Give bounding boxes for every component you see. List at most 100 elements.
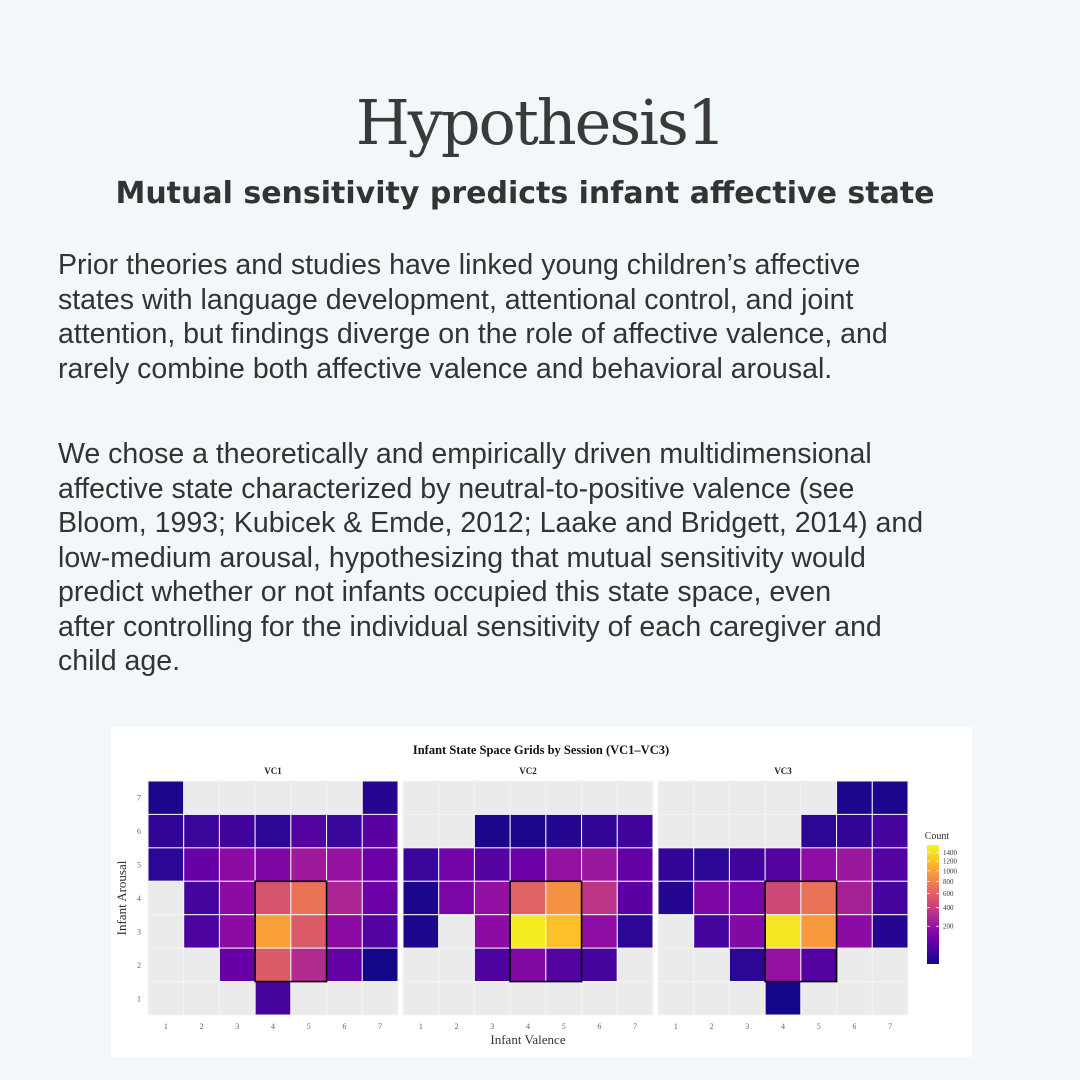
heatmap-cell: [616, 914, 654, 949]
heatmap-cell: [254, 813, 292, 849]
heatmap-cell: [836, 947, 873, 983]
heatmap-cell: [871, 880, 909, 916]
heatmap-cell: [764, 880, 802, 916]
legend-title: Count: [925, 831, 950, 842]
heatmap-cell: [764, 947, 802, 983]
legend-tick-label: 600: [943, 890, 954, 898]
heatmap-cell: [402, 914, 440, 949]
heatmap-cell: [581, 914, 618, 949]
y-tick-label: 3: [137, 927, 141, 936]
heatmap-cell: [657, 947, 695, 983]
heatmap-cell: [402, 780, 440, 815]
x-tick-label: 1: [164, 1022, 168, 1031]
x-tick-label: 3: [745, 1022, 749, 1031]
heatmap-cell: [183, 880, 220, 916]
heatmap-cell: [836, 880, 873, 916]
heatmap-cell: [218, 981, 256, 1016]
heatmap-cell: [509, 813, 547, 849]
heatmap-cell: [183, 813, 220, 849]
heatmap-cell: [183, 847, 220, 882]
x-tick-label: 6: [852, 1022, 856, 1031]
y-tick-label: 5: [137, 861, 141, 870]
heatmap-cell: [183, 981, 220, 1016]
heatmap-cell: [473, 981, 511, 1016]
text-line: rarely combine both affective valence an…: [58, 352, 833, 385]
heatmap-cell: [290, 981, 328, 1016]
heatmap-cell: [290, 813, 328, 849]
heatmap-cell: [693, 981, 730, 1016]
heatmap-cell: [509, 914, 547, 949]
page-subtitle: Mutual sensitivity predicts infant affec…: [115, 176, 935, 211]
heatmap-cell: [693, 914, 730, 949]
heatmap-cell: [764, 914, 802, 949]
x-tick-label: 4: [271, 1022, 275, 1031]
heatmap-cell: [509, 847, 547, 882]
heatmap-cell: [764, 981, 802, 1016]
x-tick-label: 2: [710, 1022, 714, 1031]
heatmap-cell: [473, 914, 511, 949]
heatmap-cell: [438, 914, 475, 949]
heatmap-cell: [147, 947, 185, 983]
target-region-box: [764, 880, 838, 983]
heatmap-cell: [326, 914, 363, 949]
heatmap-cell: [361, 813, 399, 849]
x-tick-label: 4: [526, 1022, 530, 1031]
text-line: We chose a theoretically and empirically…: [58, 438, 872, 470]
x-tick-label: 7: [378, 1022, 382, 1031]
legend-tick-label: 200: [943, 923, 954, 931]
heatmap-cell: [473, 947, 511, 983]
heatmap-cell: [545, 880, 583, 916]
state-space-grid-chart: Infant State Space Grids by Session (VC1…: [111, 727, 972, 1057]
heatmap-cell: [728, 947, 766, 983]
heatmap-cell: [326, 880, 363, 916]
heatmap-cell: [218, 880, 256, 916]
heatmap-cell: [147, 813, 185, 849]
heatmap-cell: [616, 847, 654, 882]
heatmap-cell: [254, 847, 292, 882]
heatmap-cell: [402, 880, 440, 916]
heatmap-cell: [545, 914, 583, 949]
heatmap-cell: [183, 947, 220, 983]
heatmap-cell: [402, 847, 440, 882]
heatmap-cell: [657, 880, 695, 916]
text-line: affective state characterized by neutral…: [58, 472, 855, 505]
heatmap-cell: [361, 947, 399, 983]
heatmap-cell: [728, 813, 766, 849]
heatmap-cell: [545, 780, 583, 815]
heatmap-cell: [764, 813, 802, 849]
heatmap-cell: [581, 813, 618, 849]
heatmap-cell: [693, 813, 730, 849]
y-tick-label: 6: [137, 827, 141, 836]
text-line: Prior theories and studies have linked y…: [58, 249, 861, 281]
heatmap-cell: [871, 947, 909, 983]
heatmap-cell: [657, 981, 695, 1016]
heatmap-cell: [800, 914, 838, 949]
heatmap-cell: [254, 981, 292, 1016]
x-tick-label: 5: [562, 1022, 566, 1031]
heatmap-cell: [438, 813, 475, 849]
heatmap-cell: [871, 780, 909, 815]
heatmap-cell: [218, 914, 256, 949]
heatmap-cell: [616, 813, 654, 849]
heatmap-cell: [871, 847, 909, 882]
panel-label-vc2: VC2: [519, 766, 537, 776]
x-tick-label: 5: [307, 1022, 311, 1031]
heatmap-cell: [183, 780, 220, 815]
text-line: low-medium arousal, hypothesizing that m…: [58, 541, 866, 574]
y-tick-label: 1: [137, 994, 141, 1003]
heatmap-cell: [836, 847, 873, 882]
heatmap-cell: [836, 981, 873, 1016]
legend-tick-label: 1400: [943, 849, 958, 857]
chart-svg: Infant State Space Grids by Session (VC1…: [114, 743, 958, 1047]
x-tick-label: 2: [200, 1022, 204, 1031]
heatmap-cell: [693, 947, 730, 983]
x-axis-label: Infant Valence: [490, 1032, 565, 1047]
heatmap-cell: [361, 981, 399, 1016]
heatmap-cell: [147, 981, 185, 1016]
y-axis-label: Infant Arousal: [114, 860, 129, 935]
heatmap-cell: [361, 914, 399, 949]
heatmap-cell: [290, 947, 328, 983]
heatmap-cell: [183, 914, 220, 949]
heatmap-cell: [581, 947, 618, 983]
heatmap-cell: [254, 780, 292, 815]
